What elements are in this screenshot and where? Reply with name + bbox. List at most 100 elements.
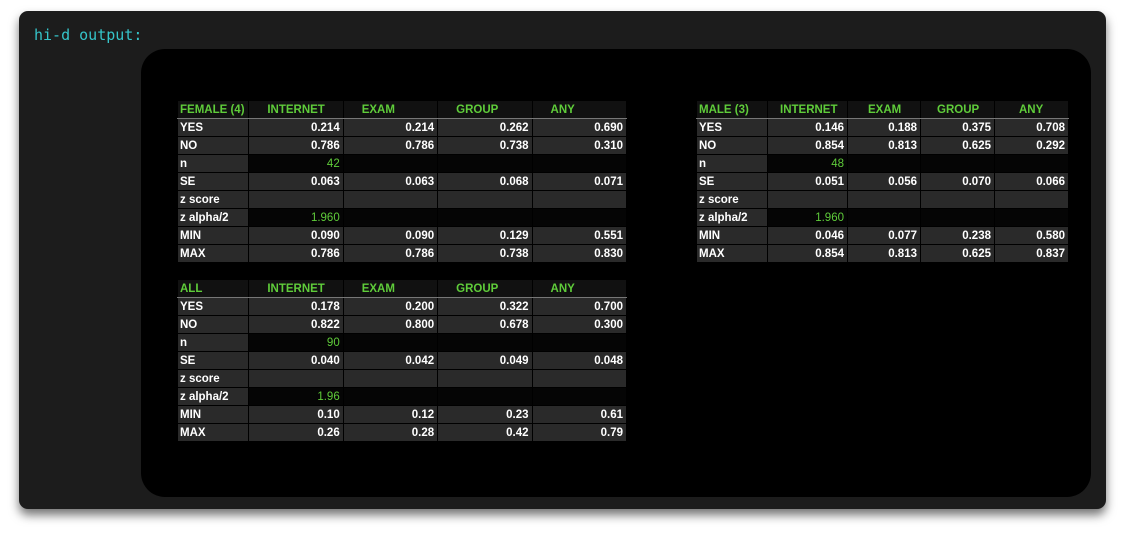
row-label: n bbox=[696, 154, 768, 173]
table-cell bbox=[847, 154, 921, 173]
column-header: GROUP bbox=[920, 100, 995, 119]
table-cell: 0.42 bbox=[437, 423, 533, 442]
table-cell: 0.070 bbox=[920, 172, 995, 191]
table-cell bbox=[248, 190, 344, 209]
table-cell bbox=[342, 369, 439, 388]
table-cell bbox=[994, 154, 1069, 173]
table-row: z alpha/2 1.960 bbox=[176, 208, 628, 227]
table-cell: 0.310 bbox=[531, 136, 628, 155]
table-row: MIN 0.10 0.12 0.23 0.61 bbox=[176, 405, 628, 424]
row-label: n bbox=[176, 333, 250, 352]
table-cell bbox=[994, 208, 1069, 227]
table-cell bbox=[342, 333, 439, 352]
table-cell: 0.090 bbox=[342, 226, 439, 245]
column-header: EXAM bbox=[342, 279, 439, 298]
table-cell: 0.28 bbox=[342, 423, 439, 442]
table-title: ALL bbox=[176, 279, 250, 298]
column-header: GROUP bbox=[437, 100, 533, 119]
table-cell: 0.056 bbox=[847, 172, 921, 191]
row-label: MIN bbox=[696, 226, 768, 245]
table-cell bbox=[342, 208, 439, 227]
row-label: MIN bbox=[176, 405, 250, 424]
table-row: SE 0.063 0.063 0.068 0.071 bbox=[176, 172, 628, 191]
table-cell: 0.625 bbox=[920, 244, 995, 263]
table-cell: 0.049 bbox=[437, 351, 533, 370]
column-header: INTERNET bbox=[248, 279, 344, 298]
female-stats-table: FEMALE (4) INTERNET EXAM GROUP ANY YES 0… bbox=[176, 100, 628, 263]
table-cell: 0.625 bbox=[920, 136, 995, 155]
table-cell bbox=[847, 208, 921, 227]
table-row: z alpha/2 1.960 bbox=[696, 208, 1069, 227]
table-cell: 0.063 bbox=[342, 172, 439, 191]
table-row: MAX 0.854 0.813 0.625 0.837 bbox=[696, 244, 1069, 263]
row-label: z score bbox=[176, 190, 250, 209]
row-label: SE bbox=[176, 172, 250, 191]
table-cell: 0.813 bbox=[847, 244, 921, 263]
table-cell: 0.830 bbox=[531, 244, 628, 263]
table-cell: 0.214 bbox=[342, 118, 439, 137]
table-cell bbox=[437, 387, 533, 406]
terminal-window: hi-d output: FEMALE (4) INTERNET EXAM GR… bbox=[19, 11, 1106, 509]
table-cell bbox=[248, 369, 344, 388]
table-cell: 0.066 bbox=[994, 172, 1069, 191]
table-cell bbox=[767, 190, 848, 209]
table-row: YES 0.146 0.188 0.375 0.708 bbox=[696, 118, 1069, 137]
column-header: ANY bbox=[531, 100, 628, 119]
table-cell bbox=[920, 190, 995, 209]
table-cell: 0.292 bbox=[994, 136, 1069, 155]
table-cell bbox=[342, 387, 439, 406]
table-cell: 0.800 bbox=[342, 315, 439, 334]
table-cell: 90 bbox=[248, 333, 344, 352]
table-cell: 0.178 bbox=[248, 297, 344, 316]
table-row: z alpha/2 1.96 bbox=[176, 387, 628, 406]
table-row: n 42 bbox=[176, 154, 628, 173]
table-cell bbox=[531, 369, 628, 388]
table-cell: 0.129 bbox=[437, 226, 533, 245]
row-label: NO bbox=[176, 315, 250, 334]
row-label: z alpha/2 bbox=[176, 208, 250, 227]
table-cell: 1.960 bbox=[248, 208, 344, 227]
table-cell bbox=[920, 154, 995, 173]
table-cell: 0.214 bbox=[248, 118, 344, 137]
table-row: z score bbox=[696, 190, 1069, 209]
table-row: SE 0.051 0.056 0.070 0.066 bbox=[696, 172, 1069, 191]
table-cell bbox=[437, 333, 533, 352]
table-cell: 0.700 bbox=[531, 297, 628, 316]
table-row: z score bbox=[176, 369, 628, 388]
table-cell: 0.26 bbox=[248, 423, 344, 442]
table-cell: 0.61 bbox=[531, 405, 628, 424]
table-row: n 90 bbox=[176, 333, 628, 352]
table-cell bbox=[437, 369, 533, 388]
male-stats-table: MALE (3) INTERNET EXAM GROUP ANY YES 0.1… bbox=[696, 100, 1069, 263]
table-cell: 0.046 bbox=[767, 226, 848, 245]
table-cell: 1.960 bbox=[767, 208, 848, 227]
table-cell bbox=[342, 154, 439, 173]
column-header: EXAM bbox=[342, 100, 439, 119]
row-label: z alpha/2 bbox=[176, 387, 250, 406]
table-header-row: MALE (3) INTERNET EXAM GROUP ANY bbox=[696, 100, 1069, 119]
table-cell: 0.090 bbox=[248, 226, 344, 245]
column-header: INTERNET bbox=[248, 100, 344, 119]
table-row: NO 0.854 0.813 0.625 0.292 bbox=[696, 136, 1069, 155]
column-header: INTERNET bbox=[767, 100, 848, 119]
table-cell: 0.738 bbox=[437, 136, 533, 155]
terminal-prompt-label: hi-d output: bbox=[34, 26, 143, 44]
table-cell: 0.040 bbox=[248, 351, 344, 370]
table-row: SE 0.040 0.042 0.049 0.048 bbox=[176, 351, 628, 370]
table-cell: 0.200 bbox=[342, 297, 439, 316]
column-header: EXAM bbox=[847, 100, 921, 119]
table-cell bbox=[437, 190, 533, 209]
table-cell: 0.786 bbox=[342, 244, 439, 263]
table-cell: 0.10 bbox=[248, 405, 344, 424]
table-cell: 0.678 bbox=[437, 315, 533, 334]
table-row: MIN 0.090 0.090 0.129 0.551 bbox=[176, 226, 628, 245]
table-cell: 0.786 bbox=[342, 136, 439, 155]
row-label: z alpha/2 bbox=[696, 208, 768, 227]
row-label: NO bbox=[176, 136, 250, 155]
table-cell: 0.322 bbox=[437, 297, 533, 316]
column-header: ANY bbox=[531, 279, 628, 298]
table-cell: 0.375 bbox=[920, 118, 995, 137]
table-cell bbox=[531, 208, 628, 227]
table-cell bbox=[920, 208, 995, 227]
table-cell bbox=[437, 154, 533, 173]
